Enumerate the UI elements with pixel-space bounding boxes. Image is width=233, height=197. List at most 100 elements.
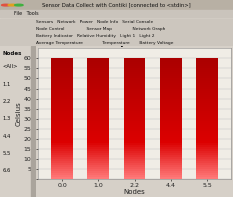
Bar [51, 62, 73, 64]
Bar [196, 58, 218, 60]
Circle shape [8, 4, 17, 6]
Bar [51, 60, 73, 62]
Bar [87, 157, 109, 159]
Bar [160, 60, 182, 62]
Bar [124, 157, 145, 159]
Bar [160, 107, 182, 109]
Bar [51, 177, 73, 179]
Bar [87, 107, 109, 109]
Bar [124, 62, 145, 64]
Bar [196, 97, 218, 99]
Bar [87, 76, 109, 78]
Bar [160, 76, 182, 78]
Bar [160, 157, 182, 159]
Bar [196, 68, 218, 71]
Bar [124, 107, 145, 109]
Bar [87, 97, 109, 99]
Bar [124, 91, 145, 93]
Bar [124, 123, 145, 125]
Bar [160, 109, 182, 111]
Bar [196, 101, 218, 103]
Bar [51, 171, 73, 173]
Bar [124, 64, 145, 66]
Bar [196, 145, 218, 147]
Bar [87, 153, 109, 155]
Bar [51, 107, 73, 109]
Bar [196, 167, 218, 169]
Bar [51, 161, 73, 163]
Bar [160, 173, 182, 175]
Bar [124, 97, 145, 99]
Bar [87, 62, 109, 64]
Bar [51, 169, 73, 171]
Bar [124, 173, 145, 175]
Bar [196, 173, 218, 175]
Bar [196, 86, 218, 89]
Bar [87, 175, 109, 177]
Bar [160, 175, 182, 177]
Bar [87, 167, 109, 169]
Bar [196, 153, 218, 155]
Bar [51, 68, 73, 71]
Bar [51, 125, 73, 127]
Bar [196, 169, 218, 171]
Bar [196, 64, 218, 66]
Bar [124, 109, 145, 111]
Bar [51, 145, 73, 147]
Bar [196, 83, 218, 85]
Bar [51, 105, 73, 107]
Bar [124, 101, 145, 103]
Bar [124, 86, 145, 89]
Bar [87, 91, 109, 93]
Bar [124, 119, 145, 121]
Bar [196, 123, 218, 125]
Bar [124, 125, 145, 127]
Bar [196, 60, 218, 62]
Bar [196, 155, 218, 157]
Bar [124, 129, 145, 131]
Bar [87, 165, 109, 167]
Bar [160, 66, 182, 68]
Bar [124, 105, 145, 107]
Bar [160, 89, 182, 91]
Bar [160, 127, 182, 129]
Bar [196, 115, 218, 117]
X-axis label: Nodes: Nodes [124, 189, 145, 195]
Bar [124, 145, 145, 147]
Bar [0, 40, 233, 46]
Circle shape [15, 4, 23, 6]
Bar [124, 149, 145, 151]
Bar [51, 167, 73, 169]
Bar [196, 147, 218, 149]
Bar [87, 121, 109, 123]
Bar [51, 133, 73, 135]
Bar [124, 81, 145, 83]
Bar [196, 165, 218, 167]
Text: Nodes: Nodes [3, 51, 22, 56]
Bar [51, 109, 73, 111]
Bar [0, 33, 233, 39]
Bar [124, 127, 145, 129]
Bar [196, 149, 218, 151]
Bar [160, 97, 182, 99]
Bar [124, 169, 145, 171]
Bar [124, 139, 145, 141]
Bar [51, 129, 73, 131]
Bar [87, 101, 109, 103]
Bar [196, 113, 218, 115]
Bar [196, 121, 218, 123]
Bar [87, 135, 109, 137]
Bar [87, 139, 109, 141]
Bar [160, 161, 182, 163]
Bar [160, 91, 182, 93]
Bar [124, 83, 145, 85]
Bar [87, 137, 109, 139]
Bar [87, 85, 109, 86]
Bar [51, 89, 73, 91]
Bar [124, 89, 145, 91]
Bar [160, 151, 182, 153]
Bar [124, 167, 145, 169]
Bar [124, 76, 145, 78]
Bar [87, 99, 109, 101]
Bar [87, 72, 109, 74]
